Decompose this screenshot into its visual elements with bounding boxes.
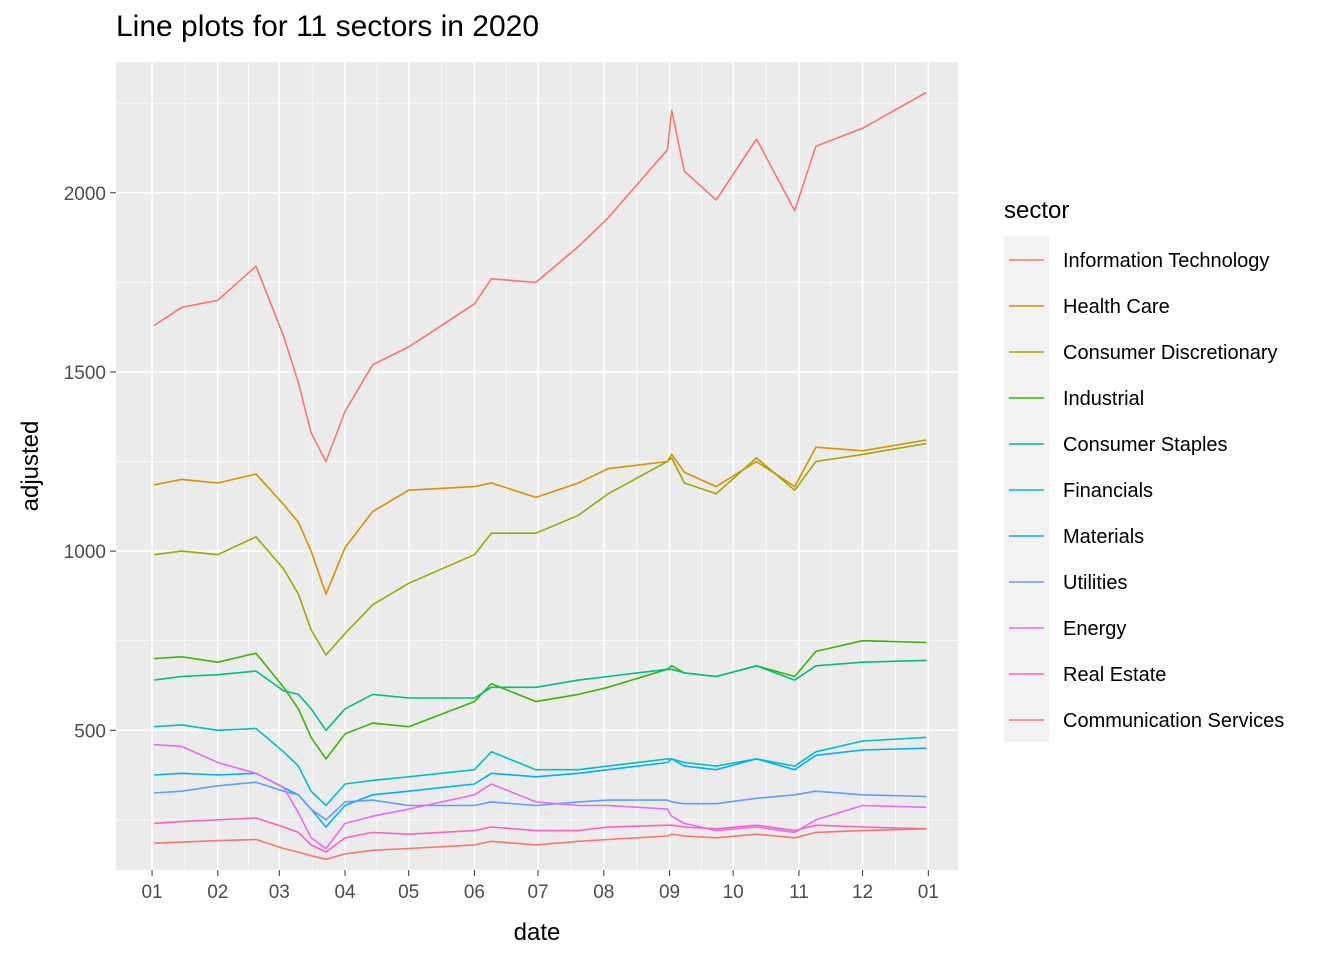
- x-tick-label: 01: [918, 882, 939, 903]
- legend-label-communication-services: Communication Services: [1063, 710, 1284, 732]
- major-gridlines: [116, 62, 958, 870]
- y-tick-label: 500: [74, 721, 106, 742]
- plot-panel: [116, 62, 958, 870]
- legend-label-utilities: Utilities: [1063, 572, 1127, 594]
- series-line-consumer-staples: [154, 659, 927, 732]
- y-tick-label: 1000: [64, 542, 106, 563]
- x-tick-label: 09: [659, 882, 680, 903]
- legend-label-consumer-discretionary: Consumer Discretionary: [1063, 342, 1278, 364]
- x-axis: 01 02 03 04 05 06 07 08 09 10 11 12 01: [141, 870, 939, 903]
- x-tick-label: 06: [464, 882, 485, 903]
- chart-title: Line plots for 11 sectors in 2020: [116, 10, 540, 43]
- y-tick-label: 2000: [64, 184, 106, 205]
- x-tick-label: 02: [207, 882, 228, 903]
- x-tick-label: 12: [852, 882, 873, 903]
- legend-label-materials: Materials: [1063, 526, 1144, 548]
- series-line-communication-services: [154, 828, 927, 861]
- y-axis: 500 1000 1500 2000: [64, 184, 116, 742]
- series-line-health-care: [154, 439, 927, 595]
- series-lines: [153, 91, 927, 861]
- legend-label-energy: Energy: [1063, 618, 1126, 640]
- series-line-consumer-discretionary: [154, 442, 927, 656]
- x-tick-label: 04: [334, 882, 356, 903]
- y-tick-label: 1500: [64, 363, 106, 384]
- series-line-information-technology: [153, 91, 927, 463]
- x-tick-label: 07: [527, 882, 548, 903]
- legend-label-industrial: Industrial: [1063, 388, 1144, 410]
- legend-label-information-technology: Information Technology: [1063, 250, 1269, 272]
- series-line-real-estate: [154, 817, 927, 853]
- series-line-energy: [154, 743, 927, 850]
- legend-label-financials: Financials: [1063, 480, 1153, 502]
- legend-key-background: [1004, 236, 1049, 742]
- y-axis-title: adjusted: [17, 421, 44, 512]
- x-tick-label: 10: [723, 882, 744, 903]
- series-line-utilities: [154, 781, 927, 821]
- legend-label-health-care: Health Care: [1063, 296, 1170, 318]
- x-axis-title: date: [514, 919, 561, 946]
- minor-gridlines: [116, 62, 958, 870]
- x-tick-label: 08: [593, 882, 614, 903]
- x-tick-label: 05: [398, 882, 419, 903]
- x-tick-label: 01: [141, 882, 162, 903]
- legend-label-real-estate: Real Estate: [1063, 664, 1166, 686]
- legend: sector Information Technology Health Care…: [1004, 197, 1284, 742]
- x-tick-label: 03: [269, 882, 290, 903]
- legend-label-consumer-staples: Consumer Staples: [1063, 434, 1228, 456]
- legend-title: sector: [1004, 197, 1069, 224]
- x-tick-label: 11: [789, 882, 809, 903]
